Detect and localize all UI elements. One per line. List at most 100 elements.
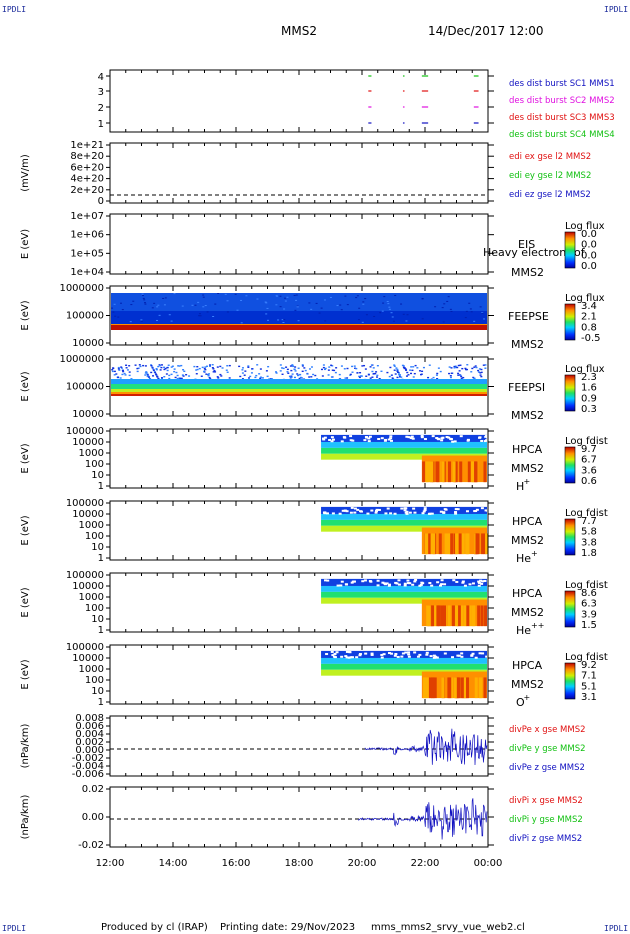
edi-legend-entry: edi ex gse l2 MMS2 [509, 152, 591, 162]
feepse-ytick: 100000 [66, 311, 104, 322]
eis-overlay-text: Heavy electron tof [483, 246, 586, 259]
feepsi-ytick: 100000 [66, 382, 104, 393]
divpi-ylabel: (nPa/km) [20, 795, 31, 840]
hpca_o-ytick: 1000 [79, 664, 104, 675]
hpca_o-colorbar-title: Log fdist [565, 652, 608, 663]
hpca_h-ylabel: E (eV) [20, 443, 31, 473]
hpca_hepp-ytick: 100 [85, 603, 104, 614]
divpi-legend-entry: divPi y gse MMS2 [509, 815, 583, 825]
hpca_he-colorbar-tick: 7.7 [581, 516, 597, 527]
hpca_h-colorbar-tick: 6.7 [581, 455, 597, 466]
hpca_he-ytick: 1 [98, 553, 104, 564]
hpca_hepp-species-charge: ++ [531, 621, 544, 630]
eis-colorbar-tick: 0.0 [581, 261, 597, 272]
hpca_o-instrument: HPCA [512, 659, 543, 672]
feepse-colorbar-tick: 3.4 [581, 301, 597, 312]
hpca_o-ytick: 10000 [72, 653, 104, 664]
burst-legend-entry: des dist burst SC1 MMS1 [509, 79, 615, 89]
hpca_hepp-ytick: 10000 [72, 581, 104, 592]
hpca_h-colorbar-tick: 3.6 [581, 465, 597, 476]
divpi-frame [109, 786, 489, 848]
hpca_hepp-colorbar [564, 590, 576, 628]
eis-colorbar-tick: 0.0 [581, 229, 597, 240]
hpca_hepp-species: He [516, 624, 531, 637]
corner-label-bottom-right: IPDLI [604, 924, 629, 933]
divpe-ytick: 0.000 [75, 745, 104, 756]
feepsi-colorbar [564, 374, 576, 412]
edi-legend-entry: edi ey gse l2 MMS2 [509, 171, 591, 181]
feepsi-colorbar-tick: 0.3 [581, 404, 597, 415]
eis-colorbar [564, 231, 576, 269]
divpe-ylabel: (nPa/km) [20, 724, 31, 769]
hpca_o-ytick: 100 [85, 675, 104, 686]
divpi-ytick: -0.02 [78, 840, 104, 851]
corner-label-top-right: IPDLI [604, 5, 629, 14]
corner-label-bottom-left: IPDLI [2, 924, 27, 933]
feepsi-colorbar-tick: 2.3 [581, 372, 597, 383]
hpca_he-colorbar-title: Log fdist [565, 508, 608, 519]
divpe-ytick: 0.008 [75, 713, 104, 724]
hpca_hepp-ytick: 100000 [66, 570, 104, 581]
edi-ytick: 2e+20 [70, 185, 104, 196]
edi-legend-entry: edi ez gse l2 MMS2 [509, 190, 591, 200]
hpca_h-instrument: HPCA [512, 443, 543, 456]
hpca_h-ytick: 1 [98, 481, 104, 492]
footer-filename: mms_mms2_srvy_vue_web2.cl [371, 922, 525, 933]
feepse-colorbar-tick: 2.1 [581, 312, 597, 323]
x-axis-tick-label: 16:00 [222, 858, 251, 869]
hpca_hepp-ytick: 10 [91, 614, 104, 625]
feepsi-ytick: 1000000 [59, 354, 104, 365]
hpca_o-spacecraft: MMS2 [511, 678, 544, 691]
eis-colorbar-tick: 0.0 [581, 250, 597, 261]
hpca_h-colorbar-title: Log fdist [565, 436, 608, 447]
hpca_he-instrument: HPCA [512, 515, 543, 528]
divpi-ytick: 0.00 [82, 812, 104, 823]
edi-ytick: 8e+20 [70, 151, 104, 162]
hpca_he-colorbar-tick: 3.8 [581, 537, 597, 548]
hpca_he-ytick: 100000 [66, 498, 104, 509]
hpca_he-ytick: 100 [85, 531, 104, 542]
eis-ytick: 1e+04 [70, 267, 104, 278]
burst-frame [109, 69, 489, 133]
divpe-legend-entry: divPe y gse MMS2 [509, 744, 586, 754]
divpi-legend-entry: divPi x gse MMS2 [509, 796, 583, 806]
feepse-colorbar-tick: 0.8 [581, 322, 597, 333]
hpca_hepp-ytick: 1000 [79, 592, 104, 603]
spacecraft-title: MMS2 [281, 24, 317, 38]
hpca_he-colorbar-tick: 5.8 [581, 527, 597, 538]
hpca_he-ytick: 10 [91, 542, 104, 553]
eis-ytick: 1e+05 [70, 248, 104, 259]
hpca_hepp-instrument: HPCA [512, 587, 543, 600]
x-axis-tick-label: 12:00 [96, 858, 125, 869]
hpca_o-colorbar [564, 662, 576, 700]
divpe-trace [364, 728, 488, 766]
hpca_o-ytick: 10 [91, 686, 104, 697]
hpca_hepp-colorbar-tick: 3.9 [581, 609, 597, 620]
hpca_h-species: H [516, 480, 524, 493]
hpca_o-ytick: 1 [98, 697, 104, 708]
feepsi-spacecraft: MMS2 [511, 409, 544, 422]
divpi-trace [358, 798, 488, 840]
hpca_he-species: He [516, 552, 531, 565]
hpca_h-ytick: 1000 [79, 448, 104, 459]
feepse-instrument: FEEPSE [508, 310, 549, 323]
x-axis-tick-label: 00:00 [474, 858, 503, 869]
hpca_he-species-charge: + [531, 549, 538, 558]
feepsi-instrument: FEEPSI [508, 381, 545, 394]
x-axis-tick-label: 22:00 [411, 858, 440, 869]
divpe-ytick: -0.002 [72, 753, 104, 764]
divpe-ytick: 0.004 [75, 729, 104, 740]
hpca_hepp-colorbar-title: Log fdist [565, 580, 608, 591]
feepse-colorbar-tick: -0.5 [581, 333, 601, 344]
hpca_o-ytick: 100000 [66, 642, 104, 653]
hpca_h-ytick: 100000 [66, 426, 104, 437]
burst-ytick: 1 [98, 119, 104, 130]
hpca_he-colorbar-tick: 1.8 [581, 548, 597, 559]
hpca_h-ytick: 100 [85, 459, 104, 470]
eis-ylabel: E (eV) [20, 229, 31, 259]
hpca_hepp-colorbar-tick: 6.3 [581, 599, 597, 610]
divpe-ytick: 0.006 [75, 721, 104, 732]
eis-ytick: 1e+06 [70, 230, 104, 241]
hpca_hepp-ytick: 1 [98, 625, 104, 636]
